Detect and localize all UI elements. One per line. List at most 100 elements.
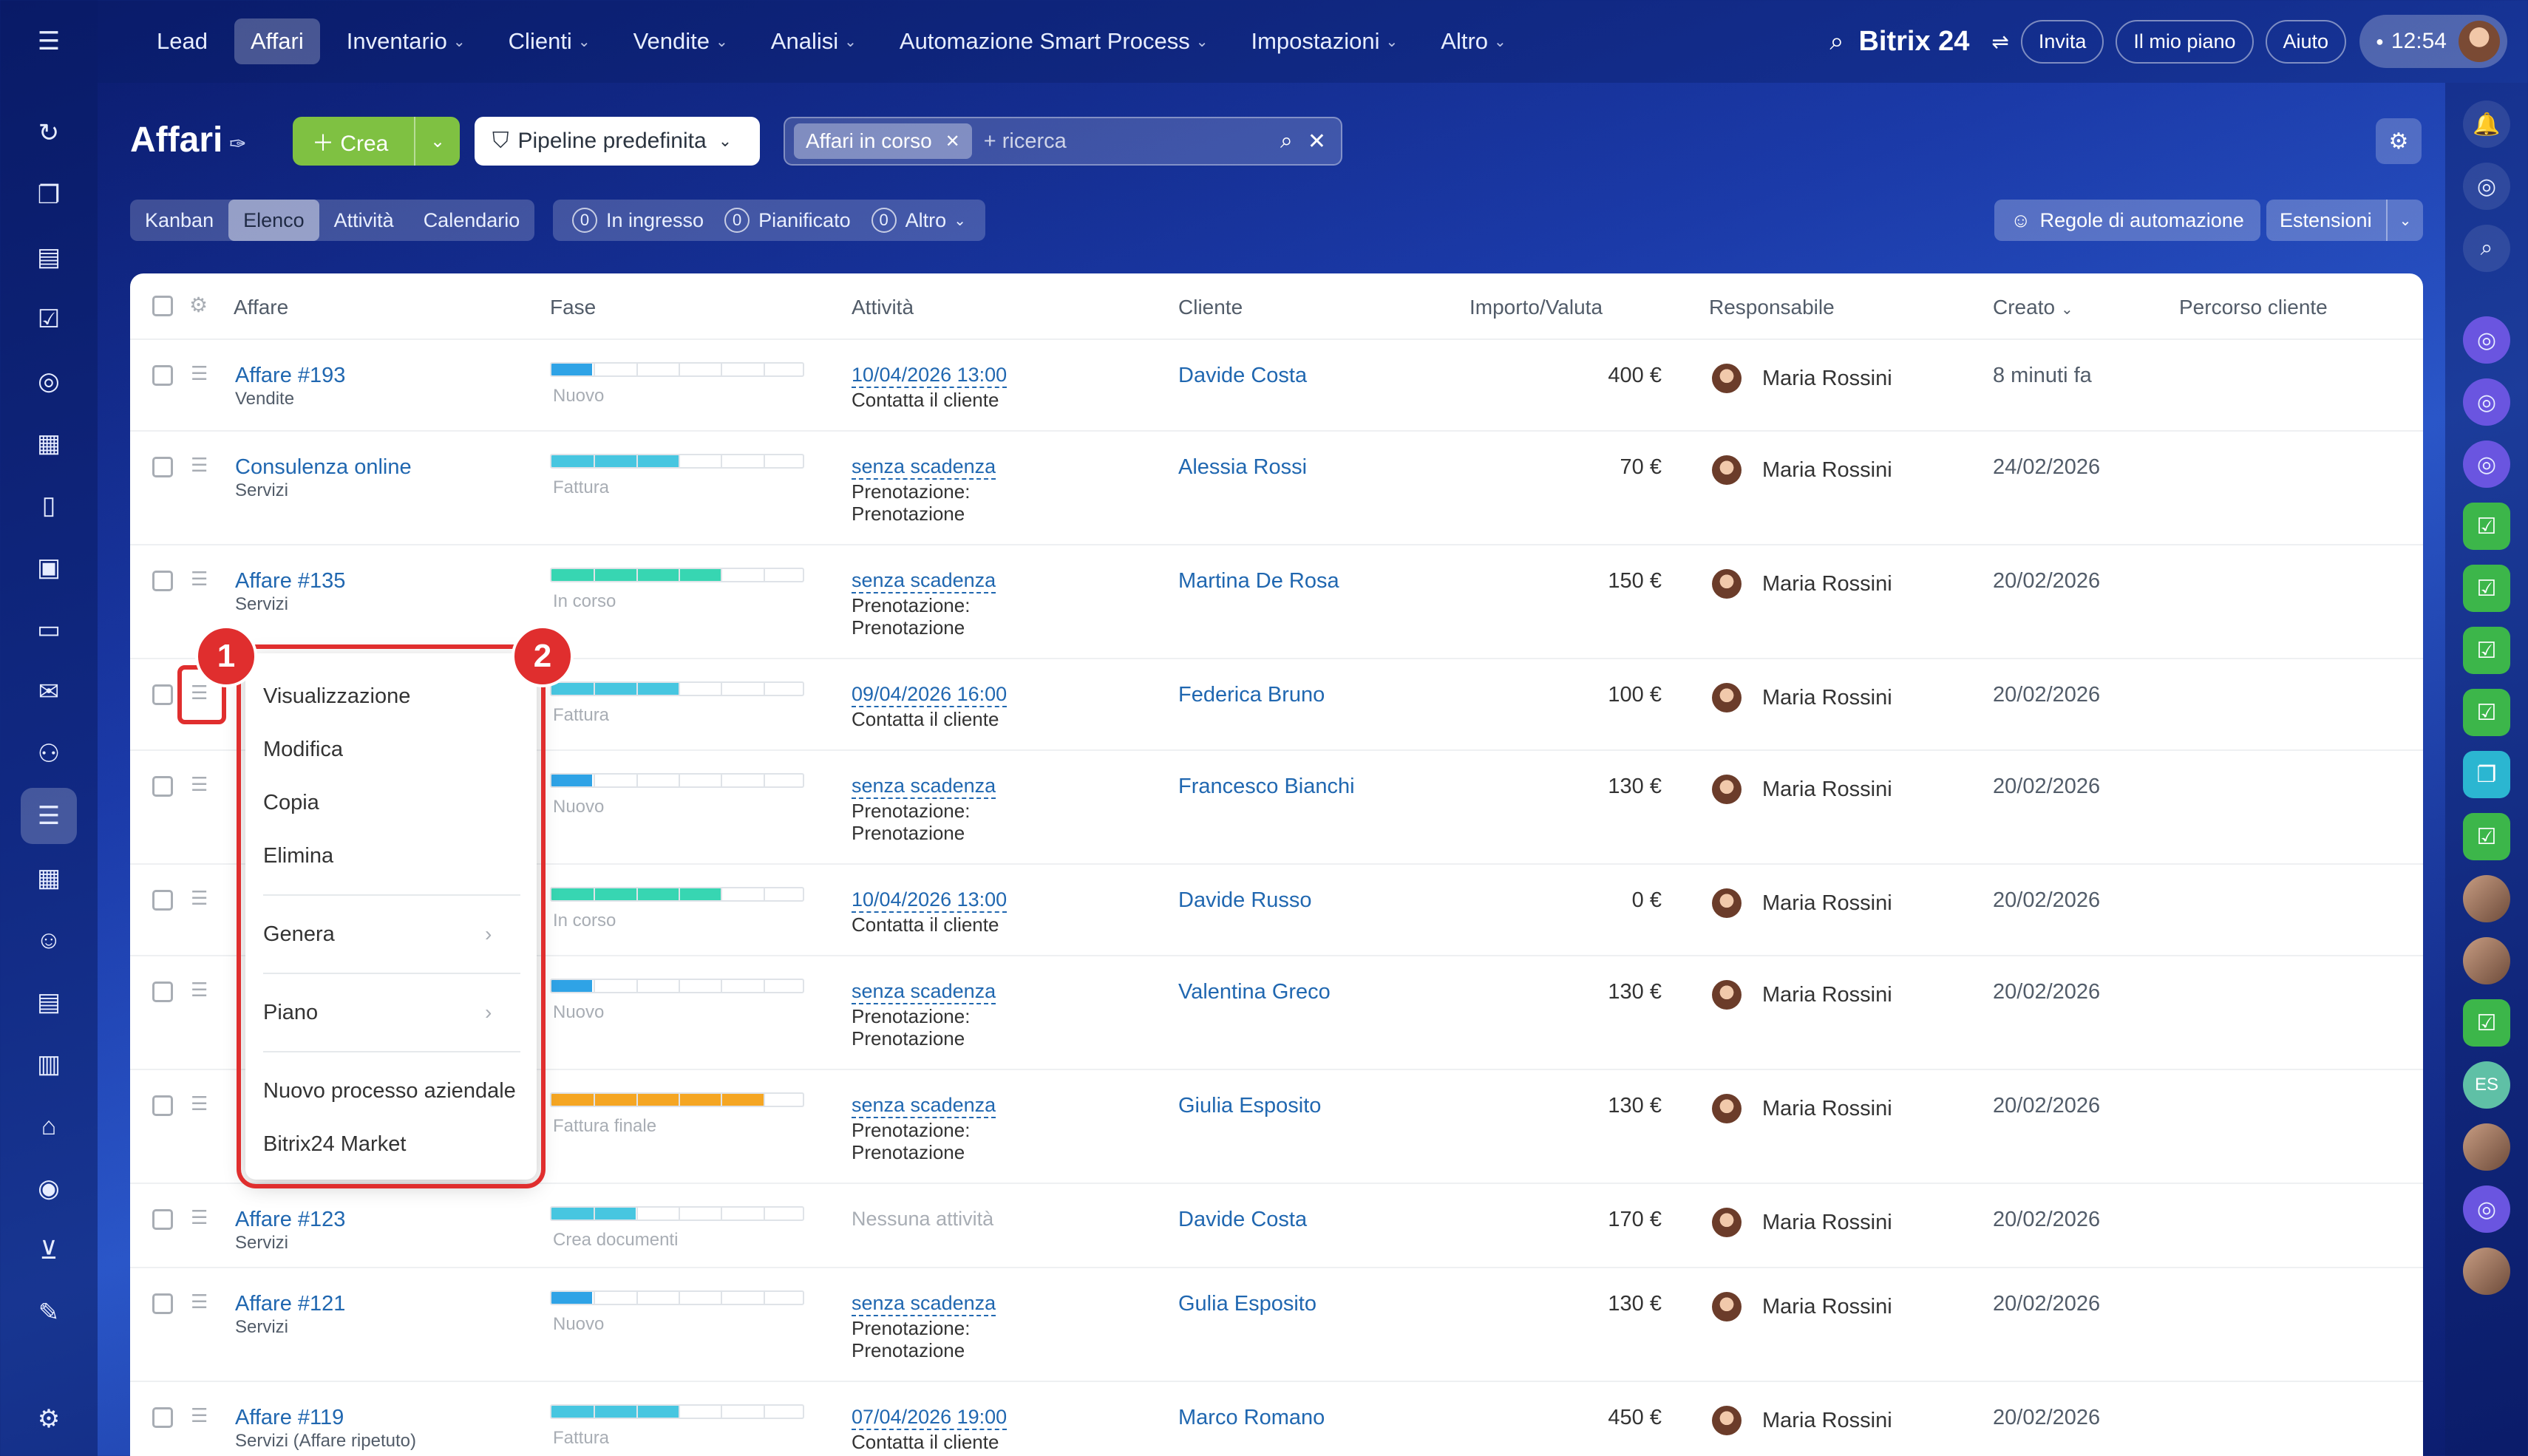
deal-title-link[interactable]: Affare #123	[235, 1208, 346, 1231]
nav-impostazioni[interactable]: Impostazioni ⌄	[1234, 18, 1414, 64]
responsible-name[interactable]: Maria Rossini	[1762, 891, 1892, 915]
row-checkbox[interactable]	[152, 684, 173, 705]
activity-deadline-link[interactable]: senza scadenza	[852, 775, 996, 799]
avatar[interactable]	[1712, 569, 1742, 599]
tasks-icon[interactable]: ▤	[36, 243, 61, 271]
nav-affari[interactable]: Affari	[234, 18, 320, 64]
search-icon[interactable]: ⌕	[1829, 27, 1844, 55]
row-checkbox[interactable]	[152, 365, 173, 386]
counter-pianificato[interactable]: 0 Pianificato	[724, 208, 851, 233]
copilot-icon[interactable]: ◎	[2463, 163, 2510, 210]
avatar[interactable]	[2463, 937, 2510, 984]
row-menu-icon[interactable]: ☰	[191, 1290, 208, 1313]
table-row[interactable]: ☰ Affare #135 Servizi In corso senza scadenz…	[130, 545, 2423, 659]
nav-analisi[interactable]: Analisi ⌄	[755, 18, 873, 64]
avatar[interactable]	[2463, 1123, 2510, 1171]
responsible-name[interactable]: Maria Rossini	[1762, 1409, 1892, 1432]
activity-deadline-link[interactable]: senza scadenza	[852, 1094, 996, 1118]
row-checkbox[interactable]	[152, 1095, 173, 1116]
gear-icon[interactable]: ⚙	[2376, 118, 2422, 164]
copilot-chat-icon[interactable]: ◎	[2463, 378, 2510, 426]
avatar[interactable]: ES	[2463, 1061, 2510, 1109]
task-chat-icon[interactable]: ☑	[2463, 627, 2510, 674]
table-row[interactable]: ☰ Affare #193 Vendite Nuovo 10/04/2026 13:00…	[130, 340, 2423, 432]
pipeline-select[interactable]: ⛉ Pipeline predefinita ⌄	[475, 117, 760, 166]
deal-title-link[interactable]: Affare #135	[235, 569, 346, 593]
avatar[interactable]	[2463, 875, 2510, 922]
column-header[interactable]: Attività	[852, 296, 914, 319]
activity-deadline-link[interactable]: senza scadenza	[852, 1292, 996, 1316]
avatar[interactable]	[2463, 1248, 2510, 1295]
task-chat-icon[interactable]: ☑	[2463, 999, 2510, 1047]
stage-progress-bar[interactable]	[550, 1092, 804, 1107]
calendar-icon[interactable]: ▦	[36, 429, 61, 457]
tab-attivita[interactable]: Attività	[333, 208, 394, 231]
avatar[interactable]	[1712, 1094, 1742, 1123]
sliders-icon[interactable]: ⇌	[1991, 30, 2009, 53]
gear-icon[interactable]: ⚙	[189, 293, 208, 316]
menu-item-copy[interactable]: Copia	[263, 791, 319, 814]
menu-item-delete[interactable]: Elimina	[263, 844, 334, 868]
client-link[interactable]: Gulia Esposito	[1178, 1292, 1316, 1316]
table-row[interactable]: ☰ Fattura finale senza scadenza Prenotazion…	[130, 1070, 2423, 1184]
nav-lead[interactable]: Lead	[140, 18, 224, 64]
copilot-chat-icon[interactable]: ◎	[2463, 1185, 2510, 1233]
feed-icon[interactable]: ↻	[38, 119, 60, 147]
client-link[interactable]: Giulia Esposito	[1178, 1094, 1322, 1117]
nav-vendite[interactable]: Vendite ⌄	[617, 18, 744, 64]
nav-altro[interactable]: Altro ⌄	[1424, 18, 1523, 64]
plan-button[interactable]: Il mio piano	[2116, 19, 2254, 64]
booking-icon[interactable]: ▦	[36, 864, 61, 892]
menu-item-business-process[interactable]: Nuovo processo aziendale	[263, 1079, 516, 1103]
table-row[interactable]: ☰ Nuovo senza scadenza Prenotazione: Prenota…	[130, 751, 2423, 865]
activity-deadline-link[interactable]: 09/04/2026 16:00	[852, 683, 1008, 707]
close-icon[interactable]: ✕	[945, 131, 960, 152]
stage-progress-bar[interactable]	[550, 887, 804, 902]
client-link[interactable]: Federica Bruno	[1178, 683, 1325, 707]
row-menu-icon[interactable]: ☰	[191, 979, 208, 1001]
row-menu-icon[interactable]: ☰	[191, 887, 208, 909]
table-row[interactable]: ☰ Affare #119 Servizi (Affare ripetuto) Fat…	[130, 1382, 2423, 1456]
clock-button[interactable]: ● 12:54	[2359, 15, 2507, 68]
task-chat-icon[interactable]: ☑	[2463, 689, 2510, 736]
avatar[interactable]	[1712, 683, 1742, 712]
column-header[interactable]: Affare	[234, 296, 289, 319]
avatar[interactable]	[1712, 455, 1742, 485]
client-link[interactable]: Davide Costa	[1178, 364, 1308, 387]
crm-icon[interactable]: ☰	[21, 788, 77, 844]
row-checkbox[interactable]	[152, 1209, 173, 1230]
docs-icon[interactable]: ▯	[41, 491, 56, 520]
row-menu-icon[interactable]: ☰	[191, 568, 208, 590]
responsible-name[interactable]: Maria Rossini	[1762, 983, 1892, 1007]
chat-icon[interactable]: ❐	[37, 181, 61, 209]
row-menu-icon[interactable]: ☰	[191, 681, 208, 704]
help-button[interactable]: Aiuto	[2265, 19, 2347, 64]
copilot-chat-icon[interactable]: ◎	[2463, 440, 2510, 488]
deal-title-link[interactable]: Consulenza online	[235, 455, 412, 479]
responsible-name[interactable]: Maria Rossini	[1762, 572, 1892, 596]
stage-progress-bar[interactable]	[550, 454, 804, 469]
stage-progress-bar[interactable]	[550, 568, 804, 582]
filter-chip[interactable]: Affari in corso ✕	[794, 123, 972, 159]
chevron-down-icon[interactable]: ⌄	[414, 117, 460, 166]
row-checkbox[interactable]	[152, 457, 173, 477]
menu-item-view[interactable]: Visualizzazione	[263, 684, 411, 708]
avatar[interactable]	[2459, 21, 2500, 62]
search-input[interactable]: + ricerca	[983, 129, 1067, 153]
store-icon[interactable]: ⌂	[41, 1112, 57, 1140]
client-link[interactable]: Francesco Bianchi	[1178, 775, 1355, 798]
counter-altro[interactable]: 0 Altro ⌄	[871, 208, 966, 233]
stage-progress-bar[interactable]	[550, 1206, 804, 1221]
activity-deadline-link[interactable]: senza scadenza	[852, 569, 996, 593]
tab-calendario[interactable]: Calendario	[423, 208, 520, 231]
projects-icon[interactable]: ◎	[38, 367, 60, 395]
create-button[interactable]: ＋ Crea ⌄	[293, 117, 460, 166]
stage-progress-bar[interactable]	[550, 362, 804, 377]
group-chat-icon[interactable]: ❐	[2463, 751, 2510, 798]
responsible-name[interactable]: Maria Rossini	[1762, 1295, 1892, 1319]
invite-button[interactable]: Invita	[2020, 19, 2104, 64]
bot-icon[interactable]: ☺	[35, 925, 62, 954]
search-filter-bar[interactable]: Affari in corso ✕ + ricerca ⌕ ✕	[784, 117, 1342, 166]
avatar[interactable]	[1712, 775, 1742, 804]
client-link[interactable]: Martina De Rosa	[1178, 569, 1339, 593]
